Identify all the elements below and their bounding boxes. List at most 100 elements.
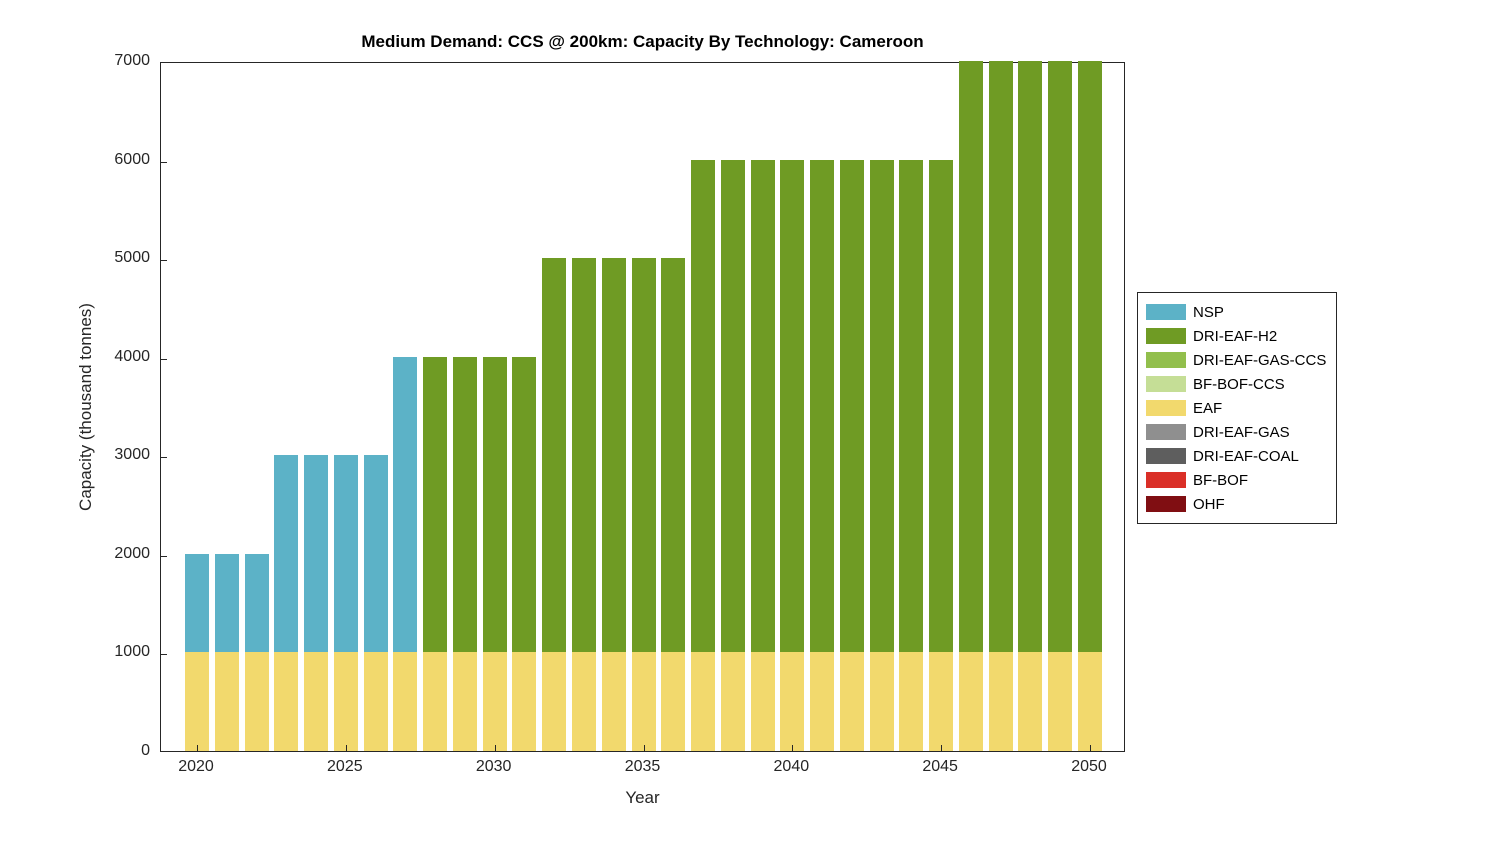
x-tick-label: 2040 (773, 758, 810, 775)
legend-entry-bf-bof: BF-BOF (1146, 468, 1326, 492)
legend: NSP DRI-EAF-H2 DRI-EAF-GAS-CCS BF-BOF-CCS EA… (1137, 292, 1338, 524)
bar-segment-eaf-2039 (750, 652, 775, 751)
bar-segment-dri-eaf-h2-2047 (988, 61, 1013, 653)
x-tick-mark (494, 745, 496, 751)
bar-segment-dri-eaf-h2-2042 (839, 159, 864, 653)
x-tick-label: 2030 (475, 758, 512, 775)
bar-segment-eaf-2024 (304, 652, 329, 751)
bar-segment-eaf-2034 (601, 652, 626, 751)
x-tick-label: 2045 (922, 758, 958, 775)
legend-label: OHF (1193, 495, 1225, 513)
bar-segment-dri-eaf-h2-2038 (720, 159, 745, 653)
y-tick-label: 2000 (114, 544, 150, 562)
y-tick-mark (161, 260, 167, 262)
bar-segment-eaf-2029 (452, 652, 477, 751)
bar-segment-eaf-2047 (988, 652, 1013, 751)
bar-segment-dri-eaf-h2-2045 (929, 159, 954, 653)
bar-segment-eaf-2027 (393, 652, 418, 751)
x-tick-mark (792, 745, 794, 751)
x-tick-label: 2050 (1071, 758, 1107, 775)
bar-segment-nsp-2024 (304, 455, 329, 653)
legend-swatch-ohf (1146, 496, 1186, 512)
y-tick-label: 1000 (114, 643, 150, 661)
bar-segment-eaf-2046 (958, 652, 983, 751)
bar-segment-nsp-2020 (185, 553, 209, 653)
bar-segment-dri-eaf-h2-2046 (958, 61, 983, 653)
legend-label: BF-BOF (1193, 471, 1248, 489)
y-tick-mark (161, 555, 167, 557)
bar-segment-dri-eaf-h2-2037 (691, 159, 716, 653)
bar-segment-eaf-2021 (214, 652, 239, 751)
bar-segment-eaf-2044 (899, 652, 924, 751)
bar-segment-dri-eaf-h2-2028 (423, 356, 448, 653)
bar-segment-eaf-2040 (780, 652, 805, 751)
y-tick-label: 3000 (114, 446, 150, 464)
y-tick-label: 7000 (114, 52, 150, 69)
bar-segment-nsp-2021 (214, 553, 239, 653)
legend-label: DRI-EAF-GAS (1193, 423, 1290, 441)
x-tick-mark (643, 745, 645, 751)
bar-segment-dri-eaf-h2-2029 (452, 356, 477, 653)
x-tick-mark (345, 745, 347, 751)
bar-segment-eaf-2023 (274, 652, 299, 751)
legend-entry-nsp: NSP (1146, 300, 1326, 324)
bar-segment-eaf-2042 (839, 652, 864, 751)
bar-segment-eaf-2028 (423, 652, 448, 751)
bar-segment-eaf-2049 (1048, 652, 1073, 751)
bar-segment-eaf-2045 (929, 652, 954, 751)
bar-segment-dri-eaf-h2-2034 (601, 258, 626, 653)
x-tick-mark (197, 745, 198, 751)
bar-segment-nsp-2025 (333, 455, 358, 653)
bar-segment-eaf-2035 (631, 652, 656, 751)
y-tick-mark (161, 358, 167, 360)
y-tick-mark (161, 161, 167, 163)
y-tick-label: 4000 (114, 347, 150, 365)
bar-segment-dri-eaf-h2-2033 (571, 258, 596, 653)
bar-segment-eaf-2037 (691, 652, 716, 751)
legend-label: BF-BOF-CCS (1193, 375, 1285, 393)
bar-segment-dri-eaf-h2-2030 (482, 356, 507, 653)
bar-segment-eaf-2020 (185, 652, 209, 751)
x-tick-mark (1090, 745, 1091, 751)
x-axis-label: Year (625, 788, 660, 807)
chart-title: Medium Demand: CCS @ 200km: Capacity By … (361, 32, 924, 51)
bar-segment-nsp-2027 (393, 356, 418, 653)
legend-entry-dri-eaf-gas: DRI-EAF-GAS (1146, 420, 1326, 444)
plot-area (160, 61, 1125, 752)
bar-segment-eaf-2025 (333, 652, 358, 751)
legend-entry-dri-eaf-h2: DRI-EAF-H2 (1146, 324, 1326, 348)
bar-segment-eaf-2038 (720, 652, 745, 751)
bar-segment-eaf-2033 (571, 652, 596, 751)
legend-swatch-bf-bof-ccs (1146, 376, 1186, 392)
y-tick-label: 5000 (114, 249, 150, 267)
bar-segment-eaf-2048 (1018, 652, 1043, 751)
legend-swatch-dri-eaf-coal (1146, 448, 1186, 464)
y-axis-label: Capacity (thousand tonnes) (76, 303, 95, 511)
legend-label: DRI-EAF-H2 (1193, 327, 1278, 345)
legend-label: EAF (1193, 399, 1223, 417)
bar-segment-dri-eaf-h2-2044 (899, 159, 924, 653)
y-tick-mark (161, 654, 167, 656)
x-tick-label: 2025 (327, 758, 363, 775)
bar-segment-eaf-2041 (810, 652, 835, 751)
bar-segment-dri-eaf-h2-2050 (1078, 61, 1102, 653)
legend-swatch-bf-bof (1146, 472, 1186, 488)
y-tick-mark (161, 457, 167, 459)
legend-entry-dri-eaf-coal: DRI-EAF-COAL (1146, 444, 1326, 468)
bar-segment-dri-eaf-h2-2040 (780, 159, 805, 653)
bar-segment-eaf-2036 (661, 652, 686, 751)
x-tick-label: 2020 (178, 758, 214, 775)
legend-entry-dri-eaf-gas-ccs: DRI-EAF-GAS-CCS (1146, 348, 1326, 372)
legend-label: NSP (1193, 303, 1224, 321)
bar-segment-dri-eaf-h2-2048 (1018, 61, 1043, 653)
bar-segment-dri-eaf-h2-2043 (869, 159, 894, 653)
legend-swatch-dri-eaf-gas (1146, 424, 1186, 440)
bar-segment-nsp-2023 (274, 455, 299, 653)
bar-segment-eaf-2031 (512, 652, 537, 751)
bar-segment-dri-eaf-h2-2039 (750, 159, 775, 653)
legend-label: DRI-EAF-GAS-CCS (1193, 351, 1327, 369)
legend-swatch-eaf (1146, 400, 1186, 416)
bar-segment-dri-eaf-h2-2049 (1048, 61, 1073, 653)
legend-entry-bf-bof-ccs: BF-BOF-CCS (1146, 372, 1326, 396)
bar-segment-nsp-2026 (363, 455, 388, 653)
